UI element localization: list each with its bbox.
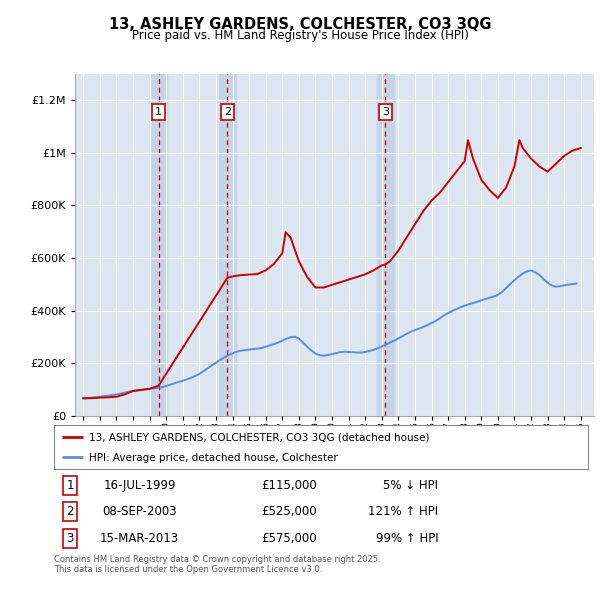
Text: 1: 1 (66, 479, 74, 492)
Bar (377, 74, 394, 416)
Text: 2: 2 (224, 107, 231, 117)
Text: 13, ASHLEY GARDENS, COLCHESTER, CO3 3QG (detached house): 13, ASHLEY GARDENS, COLCHESTER, CO3 3QG … (89, 432, 429, 442)
Text: 1: 1 (155, 107, 162, 117)
Bar (219, 74, 236, 416)
Text: 08-SEP-2003: 08-SEP-2003 (102, 505, 177, 519)
Bar (150, 74, 167, 416)
Text: Price paid vs. HM Land Registry's House Price Index (HPI): Price paid vs. HM Land Registry's House … (131, 30, 469, 42)
Text: 16-JUL-1999: 16-JUL-1999 (103, 479, 176, 492)
Text: 3: 3 (382, 107, 389, 117)
Text: 2: 2 (66, 505, 74, 519)
Text: 13, ASHLEY GARDENS, COLCHESTER, CO3 3QG: 13, ASHLEY GARDENS, COLCHESTER, CO3 3QG (109, 17, 491, 31)
Text: 5% ↓ HPI: 5% ↓ HPI (383, 479, 439, 492)
Text: HPI: Average price, detached house, Colchester: HPI: Average price, detached house, Colc… (89, 453, 337, 463)
Text: Contains HM Land Registry data © Crown copyright and database right 2025.
This d: Contains HM Land Registry data © Crown c… (54, 555, 380, 574)
Text: £575,000: £575,000 (261, 532, 317, 545)
Text: 121% ↑ HPI: 121% ↑ HPI (368, 505, 439, 519)
Text: £115,000: £115,000 (261, 479, 317, 492)
Text: 15-MAR-2013: 15-MAR-2013 (100, 532, 179, 545)
Text: £525,000: £525,000 (261, 505, 317, 519)
Text: 99% ↑ HPI: 99% ↑ HPI (376, 532, 439, 545)
Text: 3: 3 (67, 532, 74, 545)
